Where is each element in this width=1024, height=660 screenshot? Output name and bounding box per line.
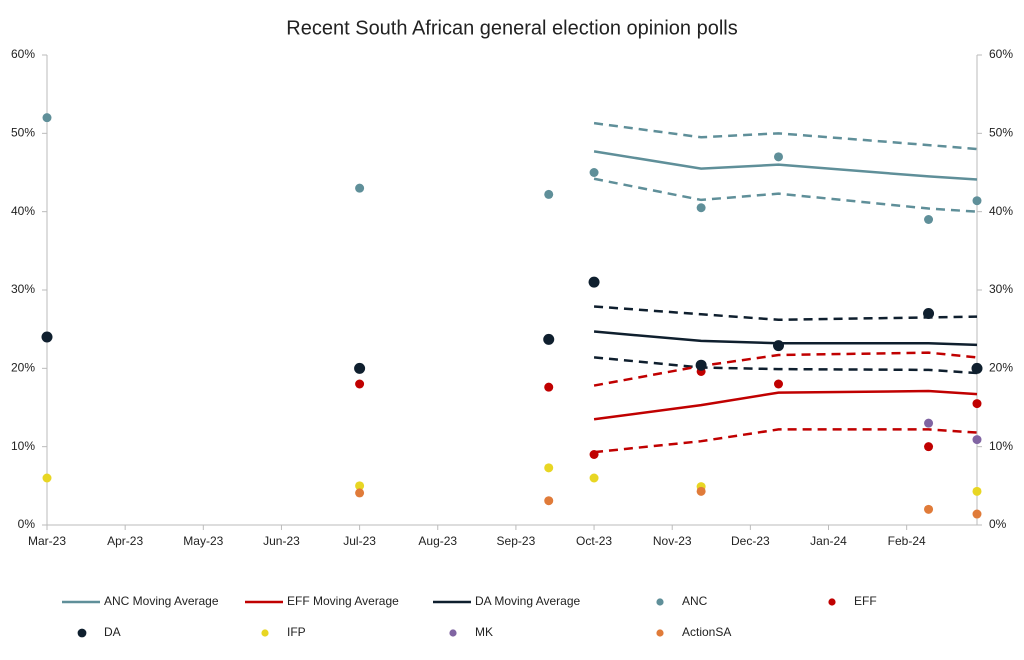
legend-swatch bbox=[449, 629, 457, 637]
poll-point bbox=[589, 473, 599, 483]
legend-swatch bbox=[828, 598, 836, 606]
poll-point bbox=[972, 196, 982, 206]
y2-tick-label: 30% bbox=[989, 282, 1013, 296]
x-tick-label: Jul-23 bbox=[343, 534, 376, 548]
x-tick-label: Oct-23 bbox=[576, 534, 612, 548]
x-tick-label: Apr-23 bbox=[107, 534, 143, 548]
legend-label: ActionSA bbox=[682, 625, 731, 639]
legend-label: MK bbox=[475, 625, 493, 639]
moving-average-line bbox=[593, 389, 978, 421]
y2-tick-label: 0% bbox=[989, 517, 1007, 531]
x-tick-label: Feb-24 bbox=[888, 534, 926, 548]
chart-title: Recent South African general election op… bbox=[286, 17, 737, 39]
legend-swatch bbox=[656, 629, 664, 637]
poll-point bbox=[923, 308, 935, 319]
poll-point bbox=[924, 215, 934, 224]
y-tick-label: 0% bbox=[18, 517, 36, 531]
poll-point bbox=[589, 168, 599, 177]
poll-point bbox=[972, 486, 982, 496]
poll-point bbox=[971, 362, 983, 374]
legend-label: ANC bbox=[682, 594, 708, 608]
poll-point bbox=[544, 189, 554, 199]
x-tick-label: Jun-23 bbox=[263, 534, 300, 548]
poll-point bbox=[924, 504, 934, 514]
poll-point bbox=[588, 276, 600, 288]
poll-point bbox=[544, 463, 554, 473]
poll-point bbox=[696, 203, 706, 213]
poll-point bbox=[924, 418, 934, 428]
band-line bbox=[593, 356, 978, 375]
poll-point bbox=[972, 509, 982, 519]
legend-swatch bbox=[656, 598, 664, 606]
legend-label: ANC Moving Average bbox=[104, 594, 219, 608]
poll-point bbox=[355, 379, 365, 389]
poll-point bbox=[544, 382, 554, 392]
poll-point bbox=[355, 488, 365, 498]
x-tick-label: May-23 bbox=[183, 534, 223, 548]
legend-label: DA Moving Average bbox=[475, 594, 581, 608]
poll-point bbox=[773, 152, 783, 162]
x-tick-label: Jan-24 bbox=[810, 534, 847, 548]
y2-tick-label: 40% bbox=[989, 204, 1013, 218]
y-tick-label: 60% bbox=[11, 47, 35, 61]
poll-point bbox=[695, 359, 707, 371]
x-tick-label: Aug-23 bbox=[418, 534, 457, 548]
band-line bbox=[593, 177, 978, 213]
poll-point bbox=[355, 481, 365, 491]
x-tick-label: Mar-23 bbox=[28, 534, 66, 548]
x-tick-label: Dec-23 bbox=[731, 534, 770, 548]
poll-point bbox=[543, 333, 555, 345]
band-line bbox=[593, 428, 978, 454]
poll-point bbox=[42, 113, 52, 123]
y2-tick-label: 50% bbox=[989, 126, 1013, 140]
y-tick-label: 50% bbox=[11, 126, 35, 140]
y-tick-label: 20% bbox=[11, 361, 35, 375]
moving-average-line bbox=[593, 150, 978, 181]
poll-point bbox=[355, 183, 365, 193]
y2-tick-label: 20% bbox=[989, 361, 1013, 375]
legend-label: IFP bbox=[287, 625, 306, 639]
poll-point bbox=[696, 486, 706, 496]
legend-label: EFF Moving Average bbox=[287, 594, 399, 608]
poll-point bbox=[589, 450, 599, 459]
band-line bbox=[593, 351, 978, 387]
legend-swatch bbox=[261, 629, 269, 637]
legend-label: EFF bbox=[854, 594, 877, 608]
poll-point bbox=[924, 442, 934, 452]
x-tick-label: Sep-23 bbox=[497, 534, 536, 548]
legend-swatch bbox=[77, 628, 87, 638]
y2-tick-label: 10% bbox=[989, 439, 1013, 453]
poll-point bbox=[42, 473, 52, 483]
poll-point bbox=[773, 379, 783, 389]
y-tick-label: 30% bbox=[11, 282, 35, 296]
y2-tick-label: 60% bbox=[989, 47, 1013, 61]
poll-point bbox=[772, 340, 784, 352]
poll-point bbox=[41, 331, 53, 343]
band-line bbox=[593, 121, 978, 151]
poll-point bbox=[354, 362, 366, 374]
poll-point bbox=[972, 399, 982, 409]
band-line bbox=[593, 305, 978, 322]
poll-point bbox=[972, 435, 982, 445]
y-tick-label: 40% bbox=[11, 204, 35, 218]
y-tick-label: 10% bbox=[11, 439, 35, 453]
poll-point bbox=[544, 496, 554, 506]
legend-label: DA bbox=[104, 625, 121, 639]
x-tick-label: Nov-23 bbox=[653, 534, 692, 548]
